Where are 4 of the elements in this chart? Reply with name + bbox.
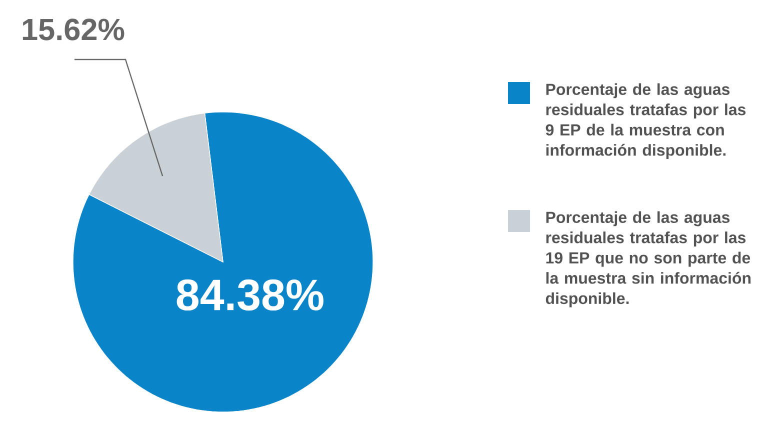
legend-label: Porcentaje de las aguas residuales tratafas por las 9 EP de la muestra con información disponible. [546,83,746,159]
data-label: 15.62% [22,18,124,40]
data-label: 84.38% [176,279,324,311]
legend-label: Porcentaje de las aguas residuales tratafas por las 19 EP que no son parte de la muestra sin información disponible. [546,211,751,308]
